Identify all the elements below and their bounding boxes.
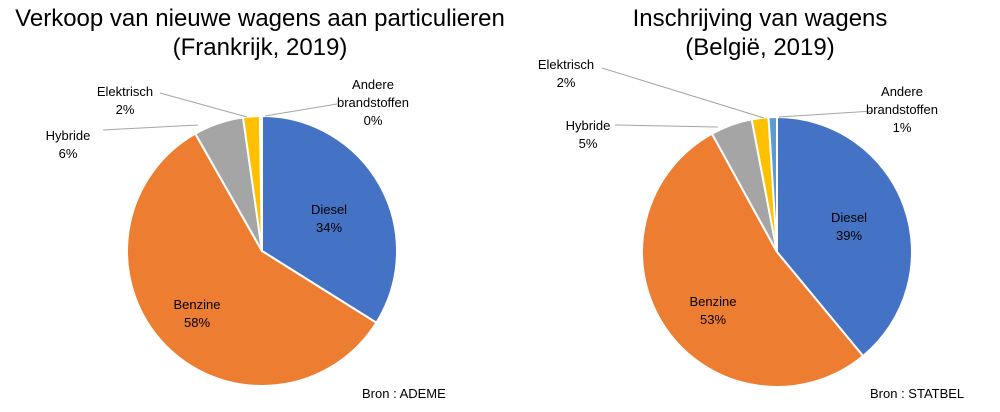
chart-subtitle: (België, 2019)	[685, 34, 835, 61]
pie-chart-belgium: Diesel 39% Benzine 53% Hybride 5% Elektrisch 2%…	[538, 57, 938, 388]
source-label: Bron : STATBEL	[870, 386, 965, 401]
pie-slice-benzine	[126, 132, 378, 387]
pie-slice-andere-brandstoffen	[258, 115, 263, 252]
chart-title: Inschrijving van wagens	[632, 5, 888, 32]
data-label-benzine: Benzine 58%	[174, 297, 221, 330]
data-label-hybride: Hybride 6%	[46, 128, 91, 161]
pie-slice-diesel	[776, 116, 913, 358]
data-label-elektrisch: Elektrisch 2%	[97, 84, 153, 117]
data-label-diesel: Diesel 39%	[831, 210, 867, 243]
chart-subtitle: (Frankrijk, 2019)	[172, 34, 348, 61]
leader-line-andere-brandstoffen	[778, 110, 874, 118]
source-label: Bron : ADEME	[362, 386, 446, 401]
chart-panel-belgium: Inschrijving van wagens (België, 2019) D…	[520, 0, 1000, 412]
pie-chart-france: Diesel 34% Benzine 58% Hybride 6%Elektrisch 2%…	[46, 77, 409, 387]
leader-line-andere-brandstoffen	[264, 103, 338, 117]
data-label-andere-brandstoffen: Andere brandstoffen 1%	[866, 84, 938, 135]
leader-line-elektrisch	[159, 92, 248, 118]
leader-line-elektrisch	[601, 67, 765, 119]
data-label-elektrisch: Elektrisch 2%	[538, 57, 594, 90]
chart-panel-france: Verkoop van nieuwe wagens aan particulie…	[15, 5, 505, 401]
leader-line-hybride	[614, 124, 719, 128]
pie-slice-benzine	[640, 132, 865, 388]
pie-slice-andere-brandstoffen	[767, 115, 778, 253]
data-label-hybride: Hybride 5%	[566, 118, 611, 151]
chart-title: Verkoop van nieuwe wagens aan particulie…	[15, 5, 505, 32]
data-label-diesel: Diesel 34%	[311, 202, 347, 235]
leader-line-hybride	[102, 124, 199, 131]
data-label-benzine: Benzine 53%	[690, 294, 737, 327]
data-label-andere-brandstoffen: Andere brandstoffen 0%	[337, 77, 409, 128]
